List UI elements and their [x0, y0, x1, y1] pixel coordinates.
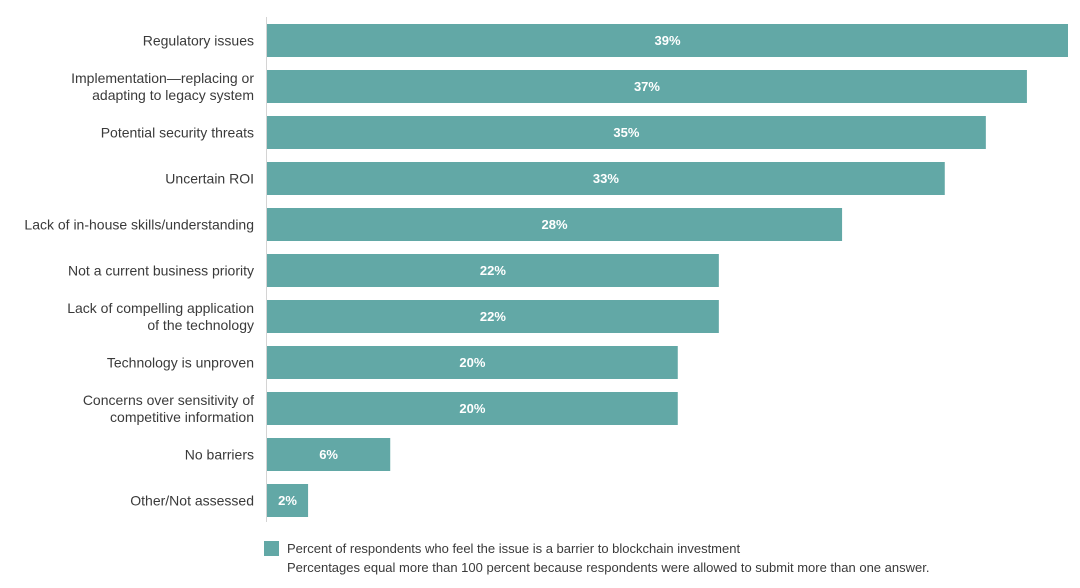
bar-value-label: 20%: [459, 401, 485, 416]
bar-value-label: 22%: [480, 263, 506, 278]
category-label: No barriers: [185, 447, 254, 463]
category-label: Lack of compelling application of the tec…: [67, 300, 254, 333]
category-label: Not a current business priority: [68, 263, 254, 279]
bar: [267, 438, 391, 471]
bar: [267, 208, 843, 241]
bar-value-label: 6%: [319, 447, 338, 462]
bar: [267, 70, 1027, 103]
category-labels-group: Regulatory issues Implementation—replacin…: [24, 33, 254, 509]
category-label: Potential security threats: [101, 125, 254, 141]
bar: [267, 254, 719, 287]
legend-entry: Percent of respondents who feel the issu…: [264, 539, 1064, 558]
bar-value-label: 22%: [480, 309, 506, 324]
category-label: Concerns over sensitivity of competitive …: [83, 392, 254, 425]
bar-value-label: 33%: [593, 171, 619, 186]
category-label: Regulatory issues: [143, 33, 254, 49]
legend-series-label: Percent of respondents who feel the issu…: [287, 541, 741, 556]
legend-footnote: Percentages equal more than 100 percent …: [287, 560, 930, 575]
bar: [267, 116, 986, 149]
category-label: Other/Not assessed: [130, 493, 254, 509]
bar-value-label: 37%: [634, 79, 660, 94]
category-label: Implementation—replacing or adapting to l…: [71, 70, 254, 103]
legend-swatch: [264, 541, 279, 556]
bar: [267, 162, 945, 195]
bar-value-label: 35%: [613, 125, 639, 140]
bars-group: [267, 24, 1068, 517]
legend: Percent of respondents who feel the issu…: [264, 539, 1064, 577]
category-label: Uncertain ROI: [165, 171, 254, 187]
bar: [267, 300, 719, 333]
category-label: Technology is unproven: [107, 355, 254, 371]
bar-value-label: 39%: [654, 33, 680, 48]
bar-value-label: 2%: [278, 493, 297, 508]
bar-value-label: 20%: [459, 355, 485, 370]
bar: [267, 24, 1068, 57]
bar: [267, 484, 309, 517]
value-labels-group: 39% 37% 35% 33% 28% 22% 22% 20% 20% 6% 2%: [278, 33, 681, 508]
bar: [267, 346, 678, 379]
bar: [267, 392, 678, 425]
bar-value-label: 28%: [542, 217, 568, 232]
category-label: Lack of in-house skills/understanding: [24, 217, 254, 233]
